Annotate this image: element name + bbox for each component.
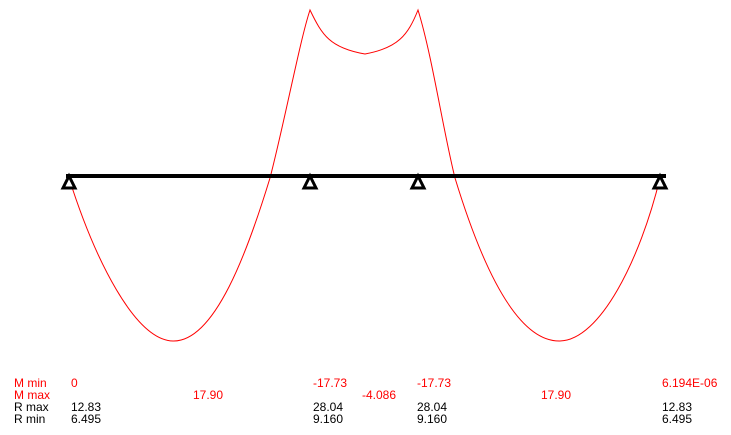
r-min-row-label: R min: [14, 412, 46, 426]
r-max-row-label: R max: [14, 400, 49, 414]
m-min-support-4: 6.194E-06: [662, 376, 718, 390]
r-min-support-1: 6.495: [71, 412, 102, 426]
r-max-support-1: 12.83: [71, 400, 102, 414]
m-min-row-label: M min: [14, 376, 47, 390]
m-max-row-label: M max: [14, 388, 50, 402]
support-4-pin-icon: [651, 172, 669, 190]
support-3-pin-icon: [409, 172, 427, 190]
r-min-support-2: 9.160: [313, 412, 344, 426]
r-max-support-4: 12.83: [662, 400, 693, 414]
m-min-support-3: -17.73: [417, 376, 452, 390]
support-2-pin-icon: [301, 172, 319, 190]
moment-envelope-curve: [68, 8, 661, 342]
m-min-support-1: 0: [71, 376, 78, 390]
r-max-support-2: 28.04: [313, 400, 344, 414]
m-min-support-2: -17.73: [313, 376, 348, 390]
m-max-span-2: -4.086: [362, 388, 397, 402]
r-min-support-3: 9.160: [417, 412, 448, 426]
support-1-pin-icon: [60, 172, 78, 190]
r-max-support-3: 28.04: [417, 400, 448, 414]
m-max-span-3: 17.90: [541, 388, 572, 402]
m-max-span-1: 17.90: [193, 388, 224, 402]
r-min-support-4: 6.495: [662, 412, 693, 426]
